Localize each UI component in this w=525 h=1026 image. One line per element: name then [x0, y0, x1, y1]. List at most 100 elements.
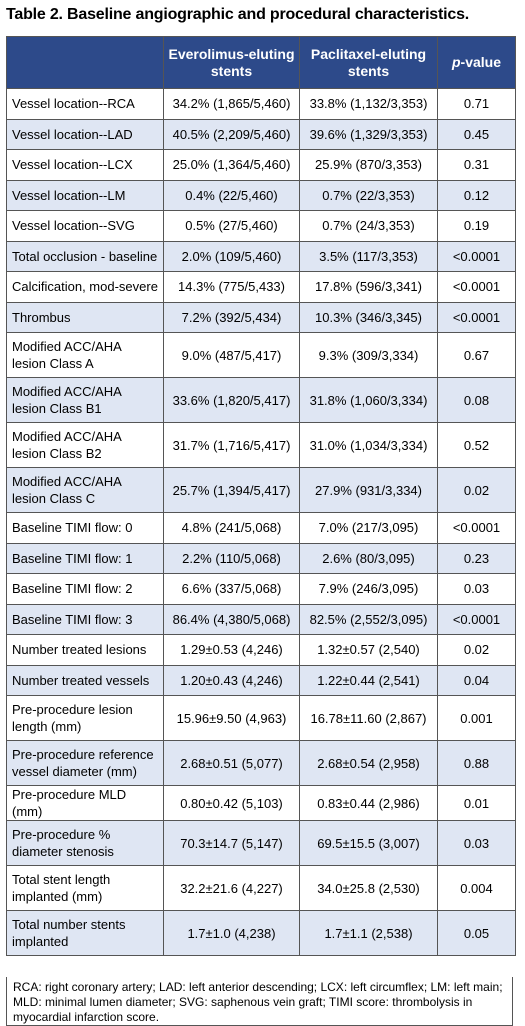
paclitaxel-value: 31.8% (1,060/3,334): [299, 377, 438, 423]
p-value: <0.0001: [437, 603, 516, 635]
table-row: Number treated lesions 1.29±0.53 (4,246) 1…: [6, 634, 516, 666]
row-label: Total occlusion - baseline: [6, 240, 164, 272]
row-label: Baseline TIMI flow: 2: [6, 573, 164, 605]
row-label: Total number stents implanted: [6, 910, 164, 956]
p-value: 0.88: [437, 740, 516, 786]
p-value: 0.23: [437, 542, 516, 574]
header-paclitaxel: Paclitaxel-eluting stents: [299, 36, 438, 89]
everolimus-value: 25.0% (1,364/5,460): [163, 149, 300, 181]
p-value: 0.71: [437, 88, 516, 120]
p-value: <0.0001: [437, 240, 516, 272]
p-value: <0.0001: [437, 271, 516, 303]
paclitaxel-value: 10.3% (346/3,345): [299, 301, 438, 333]
table-row: Vessel location--LM 0.4% (22/5,460) 0.7% (…: [6, 179, 516, 211]
p-value: <0.0001: [437, 301, 516, 333]
row-label: Pre-procedure MLD (mm): [6, 785, 164, 821]
paclitaxel-value: 1.32±0.57 (2,540): [299, 634, 438, 666]
table-row: Total stent length implanted (mm) 32.2±21…: [6, 865, 516, 911]
table-row: Modified ACC/AHA lesion Class A 9.0% (487…: [6, 332, 516, 378]
table-row: Baseline TIMI flow: 1 2.2% (110/5,068) 2.6…: [6, 542, 516, 574]
everolimus-value: 1.29±0.53 (4,246): [163, 634, 300, 666]
row-label: Baseline TIMI flow: 1: [6, 542, 164, 574]
p-value: 0.02: [437, 634, 516, 666]
paclitaxel-value: 16.78±11.60 (2,867): [299, 695, 438, 741]
table-row: Vessel location--LCX 25.0% (1,364/5,460) 2…: [6, 149, 516, 181]
header-p-value: p-value: [437, 36, 516, 89]
paclitaxel-value: 7.9% (246/3,095): [299, 573, 438, 605]
row-label: Total stent length implanted (mm): [6, 865, 164, 911]
paclitaxel-value: 1.22±0.44 (2,541): [299, 664, 438, 696]
everolimus-value: 1.20±0.43 (4,246): [163, 664, 300, 696]
everolimus-value: 33.6% (1,820/5,417): [163, 377, 300, 423]
paclitaxel-value: 0.7% (22/3,353): [299, 179, 438, 211]
row-label: Vessel location--LCX: [6, 149, 164, 181]
row-label: Number treated lesions: [6, 634, 164, 666]
row-label: Vessel location--LAD: [6, 118, 164, 150]
p-value: 0.03: [437, 820, 516, 866]
row-label: Pre-procedure % diameter stenosis: [6, 820, 164, 866]
table-row: Thrombus 7.2% (392/5,434) 10.3% (346/3,345…: [6, 301, 516, 333]
p-value: 0.31: [437, 149, 516, 181]
table-row: Total occlusion - baseline 2.0% (109/5,46…: [6, 240, 516, 272]
paclitaxel-value: 2.68±0.54 (2,958): [299, 740, 438, 786]
paclitaxel-value: 1.7±1.1 (2,538): [299, 910, 438, 956]
everolimus-value: 25.7% (1,394/5,417): [163, 467, 300, 513]
paclitaxel-value: 3.5% (117/3,353): [299, 240, 438, 272]
row-label: Number treated vessels: [6, 664, 164, 696]
table-row: Vessel location--RCA 34.2% (1,865/5,460) 3…: [6, 88, 516, 120]
table-row: Vessel location--SVG 0.5% (27/5,460) 0.7% …: [6, 210, 516, 242]
p-value: 0.45: [437, 118, 516, 150]
table-row: Baseline TIMI flow: 2 6.6% (337/5,068) 7.9…: [6, 573, 516, 605]
p-value: <0.0001: [437, 512, 516, 544]
paclitaxel-value: 7.0% (217/3,095): [299, 512, 438, 544]
everolimus-value: 9.0% (487/5,417): [163, 332, 300, 378]
paclitaxel-value: 39.6% (1,329/3,353): [299, 118, 438, 150]
everolimus-value: 6.6% (337/5,068): [163, 573, 300, 605]
paclitaxel-value: 33.8% (1,132/3,353): [299, 88, 438, 120]
table-row: Number treated vessels 1.20±0.43 (4,246) 1…: [6, 664, 516, 696]
p-value: 0.04: [437, 664, 516, 696]
paclitaxel-value: 2.6% (80/3,095): [299, 542, 438, 574]
everolimus-value: 31.7% (1,716/5,417): [163, 422, 300, 468]
table-body: Vessel location--RCA 34.2% (1,865/5,460) 3…: [6, 88, 516, 956]
paclitaxel-value: 17.8% (596/3,341): [299, 271, 438, 303]
paclitaxel-value: 82.5% (2,552/3,095): [299, 603, 438, 635]
row-label: Vessel location--SVG: [6, 210, 164, 242]
table-row: Pre-procedure MLD (mm) 0.80±0.42 (5,103) 0…: [6, 785, 516, 821]
p-value: 0.01: [437, 785, 516, 821]
row-label: Modified ACC/AHA lesion Class B2: [6, 422, 164, 468]
row-label: Baseline TIMI flow: 0: [6, 512, 164, 544]
table-row: Vessel location--LAD 40.5% (2,209/5,460) 3…: [6, 118, 516, 150]
row-label: Vessel location--RCA: [6, 88, 164, 120]
paclitaxel-value: 31.0% (1,034/3,334): [299, 422, 438, 468]
row-label: Baseline TIMI flow: 3: [6, 603, 164, 635]
characteristics-table: Everolimus-eluting stents Paclitaxel-elu…: [6, 36, 516, 956]
everolimus-value: 0.5% (27/5,460): [163, 210, 300, 242]
p-value: 0.02: [437, 467, 516, 513]
table-row: Modified ACC/AHA lesion Class B2 31.7% (1…: [6, 422, 516, 468]
table-row: Pre-procedure lesion length (mm) 15.96±9.…: [6, 695, 516, 741]
everolimus-value: 4.8% (241/5,068): [163, 512, 300, 544]
p-value: 0.03: [437, 573, 516, 605]
p-value: 0.08: [437, 377, 516, 423]
table-row: Calcification, mod-severe 14.3% (775/5,43…: [6, 271, 516, 303]
everolimus-value: 40.5% (2,209/5,460): [163, 118, 300, 150]
row-label: Thrombus: [6, 301, 164, 333]
p-value: 0.004: [437, 865, 516, 911]
paclitaxel-value: 0.83±0.44 (2,986): [299, 785, 438, 821]
everolimus-value: 2.0% (109/5,460): [163, 240, 300, 272]
p-value: 0.12: [437, 179, 516, 211]
row-label: Modified ACC/AHA lesion Class B1: [6, 377, 164, 423]
p-value: 0.19: [437, 210, 516, 242]
header-row: Everolimus-eluting stents Paclitaxel-elu…: [6, 36, 516, 89]
everolimus-value: 7.2% (392/5,434): [163, 301, 300, 333]
table-row: Total number stents implanted 1.7±1.0 (4,…: [6, 910, 516, 956]
everolimus-value: 86.4% (4,380/5,068): [163, 603, 300, 635]
paclitaxel-value: 69.5±15.5 (3,007): [299, 820, 438, 866]
paclitaxel-value: 0.7% (24/3,353): [299, 210, 438, 242]
row-label: Calcification, mod-severe: [6, 271, 164, 303]
p-value: 0.001: [437, 695, 516, 741]
paclitaxel-value: 27.9% (931/3,334): [299, 467, 438, 513]
everolimus-value: 1.7±1.0 (4,238): [163, 910, 300, 956]
table-title: Table 2. Baseline angiographic and proce…: [6, 6, 470, 23]
